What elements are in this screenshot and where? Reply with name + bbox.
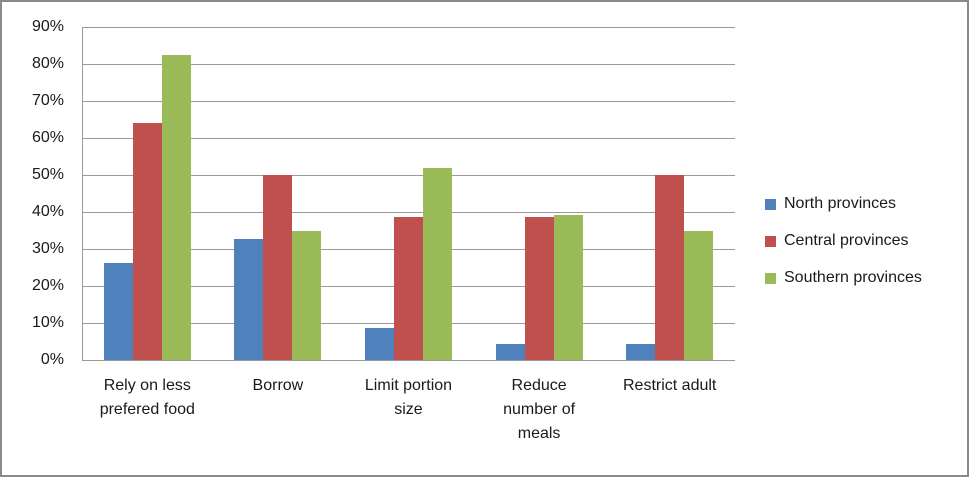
y-axis-tick-label: 0% [40,351,64,368]
y-axis-tick-label: 80% [31,55,64,72]
y-axis-tick-label: 10% [31,314,64,331]
legend-item: Southern provinces [765,267,922,289]
legend-color-swatch-icon [765,272,776,284]
legend-label: Central provinces [784,232,909,249]
x-axis-category-label: Restrict adult [623,377,717,394]
x-axis-category-label: Rely on less prefered food [99,377,195,418]
gridline [82,101,735,102]
bar-central-2 [394,216,423,360]
bar-north-3 [495,344,525,360]
x-axis-category-label: Limit portion size [364,377,453,418]
y-axis-tick-label: 30% [31,240,64,257]
legend-item: Central provinces [765,230,922,252]
legend-color-swatch-icon [765,198,776,210]
bar-north-1 [234,239,264,360]
bar-central-3 [524,216,554,360]
gridline [82,175,735,176]
bar-southern-1 [292,231,322,360]
legend: North provinces Central provinces Southern… [765,193,922,289]
gridline [82,212,735,213]
bar-central-0 [132,123,162,360]
y-axis-tick-label: 60% [31,129,64,146]
bar-central-4 [655,175,685,360]
gridline [82,27,735,28]
legend-item: North provinces [765,193,922,215]
bar-southern-2 [423,167,452,360]
y-axis-tick-label: 50% [31,166,64,183]
y-axis-tick-label: 70% [31,92,64,109]
legend-label: Southern provinces [784,269,922,286]
bar-southern-4 [684,231,714,360]
x-axis-line [82,360,735,361]
bar-north-2 [365,328,394,360]
x-axis-category-label: Borrow [252,377,304,394]
y-axis-tick-label: 20% [31,277,64,294]
y-axis-tick-label: 40% [31,203,64,220]
bar-north-0 [103,262,133,360]
x-axis-category-label: Reduce number of meals [503,377,576,442]
gridline [82,64,735,65]
bar-southern-0 [161,54,191,361]
bar-southern-3 [553,215,583,360]
y-axis-line [82,27,83,360]
legend-color-swatch-icon [765,235,776,247]
gridline [82,138,735,139]
y-axis-tick-label: 90% [31,18,64,35]
bar-central-1 [263,175,293,360]
bar-north-4 [626,344,656,360]
legend-label: North provinces [784,195,897,212]
